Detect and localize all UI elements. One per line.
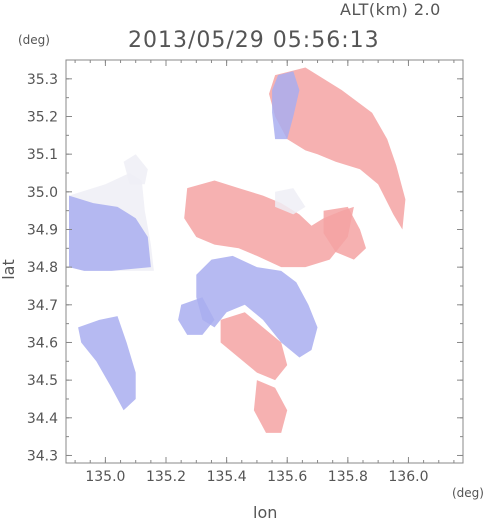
x-axis-label: lon (253, 503, 278, 522)
x-tick-label: 136.0 (388, 469, 428, 485)
x-axis-unit: (deg) (452, 486, 484, 500)
echo-region-negative-8 (196, 255, 318, 358)
echo-region-neutral-6 (123, 154, 148, 185)
y-tick-label: 34.7 (27, 298, 58, 314)
echo-region-negative-5 (69, 195, 151, 271)
y-tick-label: 35.0 (27, 185, 58, 201)
echo-region-negative-9 (178, 297, 215, 335)
y-tick-label: 34.3 (27, 448, 58, 464)
x-tick-label: 135.8 (328, 469, 368, 485)
echo-region-negative-1 (272, 71, 300, 140)
echo-region-positive-0 (269, 67, 406, 230)
x-tick-label: 135.0 (85, 469, 125, 485)
y-tick-label: 35.2 (27, 109, 58, 125)
y-tick-label: 35.1 (27, 147, 58, 163)
echo-region-negative-7 (78, 316, 136, 411)
plot-frame (65, 59, 464, 464)
x-tick-label: 135.4 (207, 469, 247, 485)
y-tick-label: 34.4 (27, 411, 58, 427)
x-tick-label: 135.6 (267, 469, 307, 485)
echo-region-positive-3 (323, 206, 366, 260)
chart-title-timestamp: 2013/05/29 05:56:13 (128, 28, 380, 53)
x-tick-label: 135.2 (146, 469, 186, 485)
echo-region-positive-10 (220, 312, 288, 381)
y-axis-unit: (deg) (18, 33, 50, 47)
y-tick-label: 34.9 (27, 222, 58, 238)
y-tick-label: 34.6 (27, 335, 58, 351)
altitude-label: ALT(km) 2.0 (340, 0, 441, 19)
y-tick-label: 35.3 (27, 72, 58, 88)
echo-region-positive-2 (184, 180, 354, 268)
echo-region-positive-11 (253, 380, 288, 433)
y-tick-label: 34.5 (27, 373, 58, 389)
echo-region-neutral-12 (275, 188, 306, 215)
y-tick-label: 34.8 (27, 260, 58, 276)
